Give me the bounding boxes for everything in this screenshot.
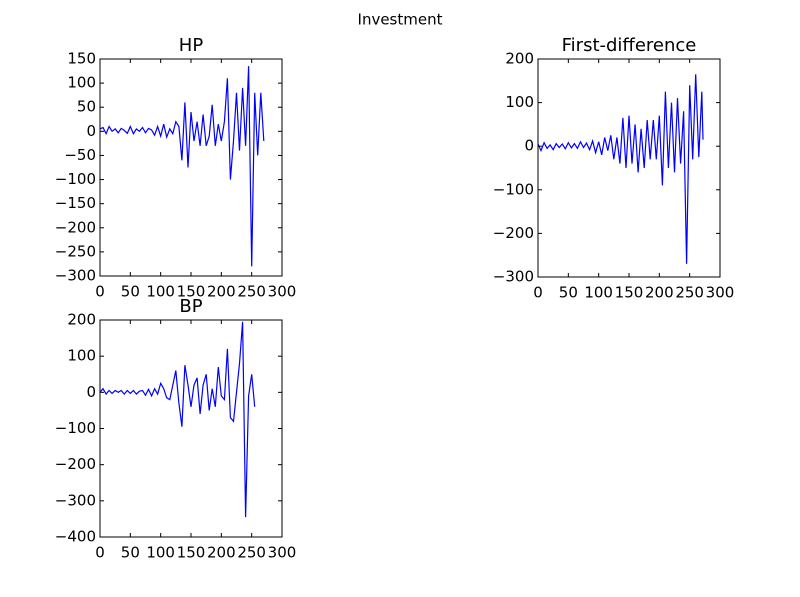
x-tick-label: 200 [207, 283, 236, 301]
y-tick-label: −250 [55, 242, 96, 260]
y-tick-label: 150 [67, 50, 96, 68]
y-tick-label: 100 [67, 347, 96, 365]
subplot-title: BP [179, 296, 202, 317]
subplot-title: HP [179, 35, 204, 56]
y-tick-label: 200 [67, 311, 96, 329]
y-tick-label: −100 [55, 170, 96, 188]
x-tick-label: 250 [237, 544, 266, 562]
x-tick-label: 100 [584, 284, 613, 302]
y-tick-label: −200 [55, 455, 96, 473]
y-tick-label: −100 [55, 419, 96, 437]
x-tick-label: 250 [237, 283, 266, 301]
y-tick-label: 100 [67, 74, 96, 92]
y-tick-label: −300 [55, 267, 96, 285]
x-tick-label: 150 [177, 544, 206, 562]
y-tick-label: 50 [77, 98, 96, 116]
y-tick-label: −300 [55, 491, 96, 509]
y-tick-label: −50 [64, 146, 96, 164]
y-tick-label: 0 [86, 383, 96, 401]
data-line [99, 321, 256, 518]
y-tick-label: −300 [493, 268, 534, 286]
y-tick-label: 0 [524, 137, 534, 155]
x-tick-label: 200 [645, 284, 674, 302]
x-tick-label: 300 [706, 284, 735, 302]
x-tick-label: 150 [177, 283, 206, 301]
x-tick-label: 0 [533, 284, 543, 302]
x-tick-label: 50 [121, 544, 140, 562]
data-line [99, 66, 265, 267]
x-tick-label: 300 [268, 544, 297, 562]
figure-title: Investment [358, 11, 443, 29]
x-tick-label: 150 [615, 284, 644, 302]
y-tick-label: −200 [493, 224, 534, 242]
y-tick-label: 0 [86, 122, 96, 140]
x-tick-label: 50 [559, 284, 578, 302]
x-tick-label: 200 [207, 544, 236, 562]
x-tick-label: 0 [95, 544, 105, 562]
y-tick-label: −100 [493, 180, 534, 198]
y-tick-label: −150 [55, 194, 96, 212]
y-tick-label: 200 [505, 50, 534, 68]
x-tick-label: 100 [146, 283, 175, 301]
y-tick-label: −400 [55, 528, 96, 546]
y-tick-label: 100 [505, 93, 534, 111]
x-tick-label: 250 [675, 284, 704, 302]
y-tick-label: −200 [55, 218, 96, 236]
x-tick-label: 0 [95, 283, 105, 301]
x-tick-label: 100 [146, 544, 175, 562]
x-tick-label: 50 [121, 283, 140, 301]
subplot-title: First-difference [562, 35, 697, 56]
x-tick-label: 300 [268, 283, 297, 301]
data-line [537, 74, 704, 264]
